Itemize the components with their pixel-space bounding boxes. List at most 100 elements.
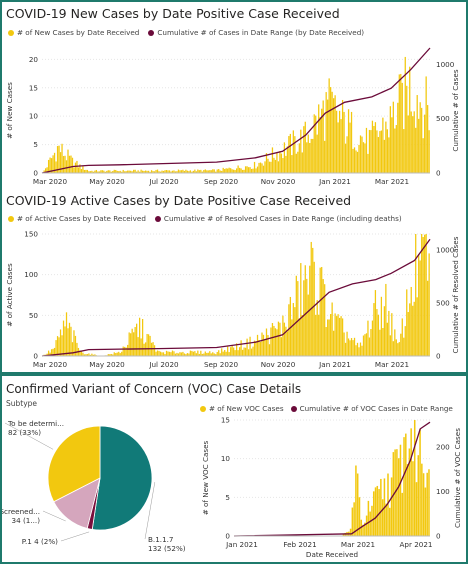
bar bbox=[333, 330, 335, 356]
active-cases-chart[interactable]: 0 50 100 150 0 500 1000 Mar 2020 May 2020 Jul 202… bbox=[2, 226, 466, 370]
bar bbox=[210, 170, 212, 173]
bar bbox=[367, 153, 369, 173]
y-tick-label: 0 bbox=[33, 169, 38, 178]
bar bbox=[379, 329, 381, 356]
bar bbox=[279, 322, 281, 356]
bar bbox=[131, 171, 133, 173]
bar bbox=[328, 319, 330, 356]
bar bbox=[364, 334, 366, 356]
bar bbox=[425, 234, 427, 356]
bar bbox=[218, 169, 220, 173]
bar bbox=[153, 345, 156, 356]
voc-cases-chart[interactable]: 0 5 10 15 0 100 200 Jan 2021 Feb 2021 Mar 2021 Apr… bbox=[198, 416, 466, 562]
bar bbox=[267, 158, 269, 173]
bar bbox=[297, 281, 299, 356]
bar bbox=[327, 99, 329, 173]
bar bbox=[396, 449, 398, 536]
voc-legend: # of New VOC Cases Cumulative # of VOC C… bbox=[200, 404, 453, 413]
bar bbox=[80, 169, 83, 173]
bar bbox=[337, 314, 339, 356]
bar bbox=[76, 342, 78, 356]
bar bbox=[128, 332, 130, 356]
bar bbox=[189, 170, 192, 173]
legend-line-label[interactable]: Cumulative # of Resolved Cases in Date R… bbox=[163, 214, 402, 223]
bar bbox=[68, 155, 71, 173]
bar bbox=[264, 339, 266, 356]
bar bbox=[110, 353, 112, 356]
bar bbox=[247, 349, 250, 356]
bar bbox=[149, 171, 151, 173]
bar bbox=[95, 169, 97, 173]
bar bbox=[249, 167, 251, 173]
bar bbox=[292, 303, 294, 356]
bar bbox=[312, 247, 314, 356]
bar bbox=[179, 352, 181, 356]
bar bbox=[104, 171, 106, 173]
y2-tick-label: 200 bbox=[436, 442, 450, 451]
legend-bar-label[interactable]: # of New Cases by Date Received bbox=[17, 28, 140, 37]
bar bbox=[415, 234, 417, 356]
bar bbox=[159, 171, 162, 173]
bar bbox=[304, 265, 306, 356]
bar bbox=[50, 158, 53, 173]
legend-bar-label[interactable]: # of New VOC Cases bbox=[209, 404, 284, 413]
bar bbox=[128, 170, 130, 173]
bar bbox=[247, 167, 250, 173]
bar bbox=[285, 155, 287, 173]
bar bbox=[198, 353, 200, 356]
legend-line-label[interactable]: Cumulative # of VOC Cases in Date Range bbox=[299, 404, 453, 413]
bar bbox=[137, 337, 139, 356]
legend-line-swatch bbox=[148, 29, 155, 36]
bar bbox=[387, 473, 389, 536]
bar bbox=[67, 149, 69, 173]
bar bbox=[183, 353, 186, 356]
bar bbox=[344, 342, 347, 356]
bar bbox=[73, 330, 75, 356]
bar bbox=[238, 347, 241, 356]
legend-bar-label[interactable]: # of Active Cases by Date Received bbox=[17, 214, 146, 223]
bar bbox=[201, 171, 203, 173]
bar bbox=[395, 125, 397, 173]
bar bbox=[316, 134, 318, 173]
bar bbox=[191, 350, 193, 356]
bar bbox=[83, 354, 86, 356]
bar bbox=[421, 234, 423, 356]
bar bbox=[158, 350, 160, 356]
bar bbox=[244, 166, 247, 173]
bar bbox=[392, 341, 394, 356]
new-cases-chart[interactable]: 0 5 10 15 20 0 500 1000 Mar 2020 May 2020 Jul 2020… bbox=[2, 38, 466, 190]
bar bbox=[340, 316, 342, 356]
bar bbox=[159, 351, 162, 356]
bar bbox=[255, 341, 257, 356]
bar bbox=[300, 129, 302, 173]
bar bbox=[73, 167, 75, 173]
bar bbox=[206, 170, 208, 173]
bar bbox=[133, 332, 135, 356]
bar bbox=[252, 346, 254, 356]
y-tick-label: 50 bbox=[29, 311, 39, 320]
bar bbox=[289, 296, 291, 356]
bar bbox=[410, 111, 412, 173]
pie-label: To be determi... bbox=[7, 419, 64, 428]
bar bbox=[46, 167, 48, 173]
pie-slice bbox=[91, 425, 153, 531]
bar bbox=[306, 142, 308, 173]
bar bbox=[401, 82, 403, 173]
bar bbox=[274, 328, 277, 356]
bar bbox=[342, 534, 345, 536]
bar bbox=[328, 78, 330, 173]
bar bbox=[349, 122, 351, 173]
bar bbox=[127, 344, 129, 356]
bar bbox=[380, 478, 382, 536]
bar bbox=[318, 314, 320, 356]
bar bbox=[333, 98, 335, 173]
bar bbox=[195, 171, 197, 173]
legend-line-label[interactable]: Cumulative # of Cases in Date Range (by … bbox=[157, 28, 365, 37]
y-tick-label: 10 bbox=[221, 454, 231, 463]
bar bbox=[121, 351, 123, 356]
pie-leader-line bbox=[4, 422, 54, 450]
bar bbox=[374, 487, 377, 536]
bar bbox=[210, 353, 212, 356]
bar bbox=[268, 344, 271, 356]
